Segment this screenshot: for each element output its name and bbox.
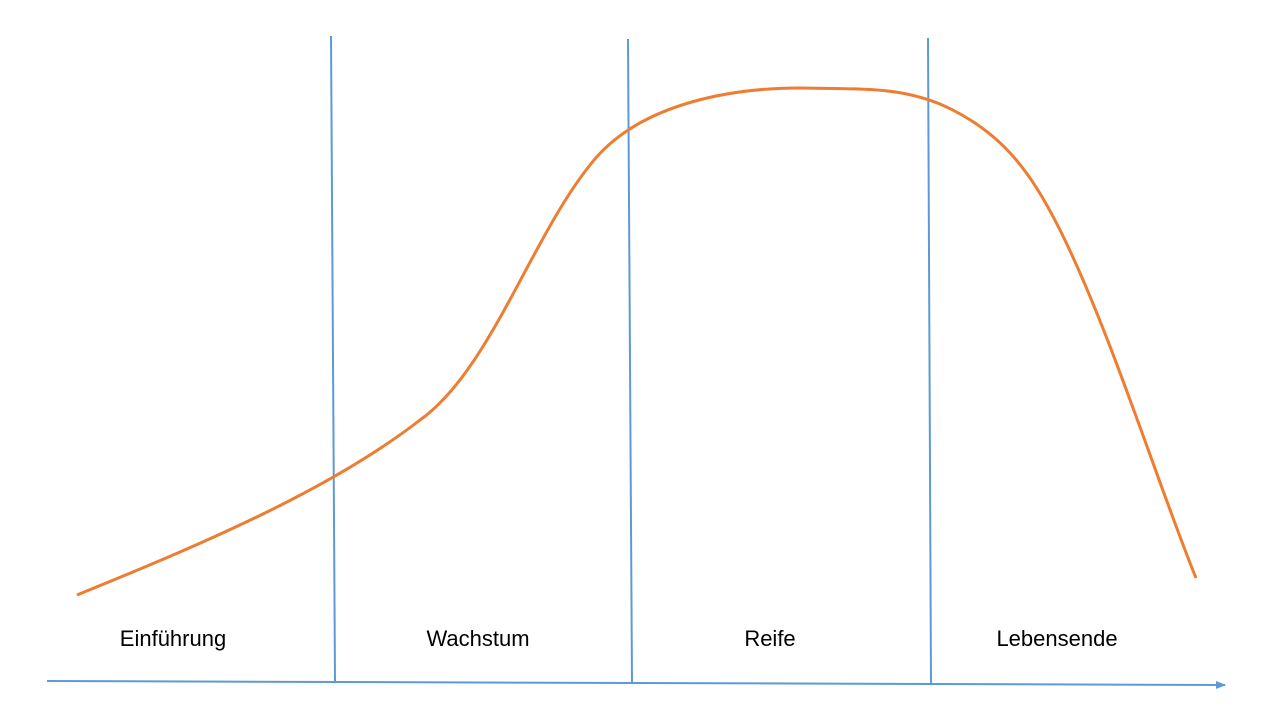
time-axis — [46, 680, 1226, 689]
phase-label: Reife — [744, 626, 795, 651]
phase-label: Wachstum — [426, 626, 529, 651]
life-cycle-curve — [76, 86, 1198, 597]
phase-divider — [330, 35, 336, 682]
phase-divider — [927, 37, 932, 685]
phase-label: Einführung — [120, 626, 226, 651]
phase-divider — [627, 38, 633, 684]
phase-label: Lebensende — [996, 626, 1117, 651]
